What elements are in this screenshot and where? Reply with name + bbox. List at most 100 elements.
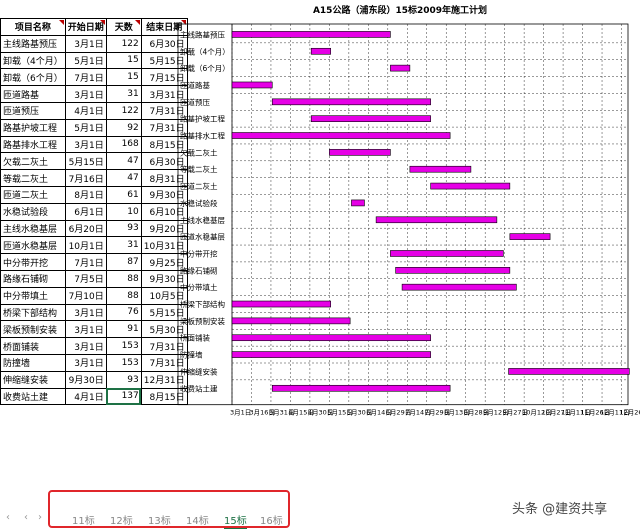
axis-tick-label: 8月28日	[464, 409, 489, 417]
prev-sheet-icon[interactable]: ‹	[6, 512, 10, 523]
gantt-bar	[390, 64, 411, 72]
gantt-task-label: 等载二灰土	[180, 164, 218, 174]
gantt-bar	[351, 199, 365, 207]
gantt-bar	[231, 31, 391, 38]
gantt-task-label: 匝道预压	[180, 97, 210, 107]
axis-tick-label: 10月12日	[522, 409, 552, 417]
axis-tick-label: 4月15日	[288, 409, 313, 417]
table-row: 梁板预制安装 3月1日 91 5月30日	[0, 320, 188, 339]
gantt-bar	[231, 334, 431, 342]
gantt-task-label: 主线路基预压	[180, 29, 225, 39]
table-row: 中分带填土 7月10日 88 10月5日	[0, 286, 188, 305]
sheet-tab[interactable]: 14标	[186, 516, 209, 527]
spreadsheet: 项目名称 开始日期 天数 结束日期 主线路基预压 3月1日 122 6月30日 卸载（4…	[0, 4, 640, 417]
gantt-bar	[508, 368, 630, 375]
gantt-task-label: 路基排水工程	[180, 131, 225, 141]
sheet-tab[interactable]: 13标	[148, 516, 171, 527]
axis-tick-label: 11月26日	[581, 409, 611, 417]
table-row: 防撞墙 3月1日 153 7月31日	[0, 353, 188, 372]
axis-tick-label: 11月11日	[561, 409, 591, 417]
axis-tick-label: 12月26日	[620, 409, 640, 417]
axis-tick-label: 7月14日	[405, 409, 430, 417]
sheet-tab-bar: ‹ ‹ › 11标 12标 13标 14标 15标 16标	[0, 508, 640, 530]
sheet-tab[interactable]: 12标	[110, 516, 133, 527]
axis-tick-label: 3月1日	[230, 409, 251, 417]
gantt-bar	[409, 165, 472, 173]
gantt-bar	[231, 351, 431, 358]
prev-sheet-icon-2[interactable]: ‹	[24, 512, 28, 523]
gantt-task-label: 主线水稳基层	[180, 215, 225, 225]
gantt-task-label: 卸载（4个月）	[180, 46, 230, 56]
gantt-task-label: 桥面铺装	[180, 333, 210, 343]
gantt-task-label: 梁板预制安装	[180, 316, 225, 326]
gantt-task-label: 匝道二灰土	[180, 181, 218, 191]
gantt-title: A15公路（浦东段）15标2009年施工计划	[313, 4, 487, 16]
watermark: 头条 @建资共享	[512, 502, 608, 517]
axis-tick-label: 5月30日	[347, 409, 372, 417]
cell-start[interactable]: 7月10日	[64, 286, 107, 305]
table-row: 等载二灰土 7月16日 47 8月31日	[0, 169, 188, 187]
table-row: 收费站土建 4月1日 137 8月15日	[0, 387, 188, 406]
table-row: 中分带开挖 7月1日 87 9月25日	[0, 253, 188, 271]
gantt-bar	[231, 81, 273, 89]
sheet-tab[interactable]: 11标	[72, 516, 95, 527]
gantt-bar	[390, 250, 504, 257]
axis-tick-label: 9月12日	[483, 409, 508, 417]
gantt-task-label: 卸载（6个月）	[180, 63, 230, 73]
gantt-task-label: 欠载二灰土	[180, 147, 218, 157]
gantt-bar	[231, 132, 451, 139]
header-start[interactable]: 开始日期	[64, 18, 107, 36]
cell-start[interactable]: 4月1日	[64, 387, 107, 406]
highlight-box	[48, 490, 290, 528]
gantt-task-label: 中分带开挖	[180, 248, 218, 258]
gantt-bar	[395, 267, 511, 274]
header-end[interactable]: 结束日期	[140, 18, 188, 36]
empty-area	[0, 432, 640, 508]
gantt-task-label: 水稳试验段	[180, 198, 218, 208]
schedule-table: 项目名称 开始日期 天数 结束日期 主线路基预压 3月1日 122 6月30日 卸载（4…	[0, 18, 188, 406]
gantt-task-label: 防撞墙	[180, 350, 203, 360]
gantt-bar	[401, 283, 517, 291]
cell-start[interactable]: 3月1日	[64, 337, 107, 355]
gantt-bar	[231, 317, 351, 325]
gantt-task-label: 路基护坡工程	[180, 114, 225, 124]
gantt-bar	[231, 300, 331, 308]
axis-tick-label: 4月30日	[308, 409, 333, 417]
cell-start[interactable]: 8月1日	[64, 185, 107, 204]
gantt-task-label: 匝道路基	[180, 80, 210, 90]
axis-tick-label: 3月31日	[269, 409, 294, 417]
gantt-bar	[329, 149, 391, 156]
axis-tick-label: 8月13日	[444, 409, 469, 417]
table-row: 卸载（6个月） 7月1日 15 7月15日	[0, 68, 188, 87]
gantt-bar	[271, 98, 431, 106]
gantt-task-label: 桥梁下部结构	[180, 299, 225, 309]
cell-end[interactable]: 8月15日	[140, 387, 188, 406]
header-days[interactable]: 天数	[105, 18, 142, 36]
cell-days[interactable]: 137	[105, 387, 142, 406]
axis-tick-label: 10月27日	[542, 409, 572, 417]
table-row: 路基排水工程 3月1日 168 8月15日	[0, 135, 188, 154]
table-row: 路缘石铺砌 7月5日 88 9月30日	[0, 269, 188, 288]
header-name[interactable]: 项目名称	[0, 18, 66, 36]
table-row: 路基护坡工程 5月1日 92 7月31日	[0, 118, 188, 137]
gantt-bar	[430, 182, 511, 190]
table-row: 水稳试验段 6月1日 10 6月10日	[0, 202, 188, 221]
axis-tick-label: 6月29日	[386, 409, 411, 417]
axis-tick-label: 5月15日	[327, 409, 352, 417]
sheet-tab[interactable]: 16标	[260, 516, 283, 527]
axis-tick-label: 3月16日	[249, 409, 274, 417]
table-row: 匝道路基 3月1日 31 3月31日	[0, 85, 188, 103]
table-row: 欠载二灰土 5月15日 47 6月30日	[0, 152, 188, 171]
axis-tick-label: 12月11日	[600, 409, 630, 417]
gantt-bar	[271, 384, 451, 392]
gantt-bar	[509, 233, 551, 240]
sheet-tab[interactable]: 15标	[224, 512, 247, 529]
next-sheet-icon[interactable]: ›	[38, 512, 42, 523]
gantt-frame	[177, 23, 629, 406]
gantt-task-label: 收费站土建	[180, 383, 218, 393]
axis-tick-label: 6月14日	[366, 409, 391, 417]
cell-days[interactable]: 153	[105, 337, 142, 355]
axis-tick-label: 7月29日	[425, 409, 450, 417]
gantt-task-label: 中分带填土	[180, 282, 218, 292]
gantt-task-label: 匝道水稳基层	[180, 232, 225, 242]
